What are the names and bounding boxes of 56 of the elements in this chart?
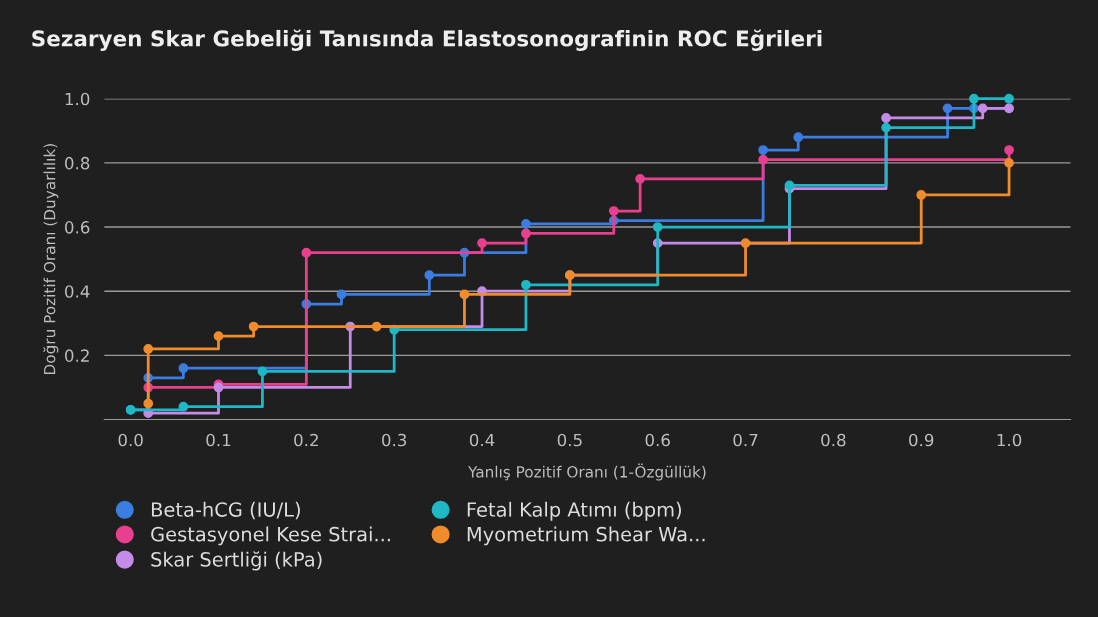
point	[1004, 158, 1014, 168]
x-tick-label: 0.6	[645, 433, 670, 447]
point	[740, 238, 751, 248]
point	[213, 331, 224, 342]
point	[652, 222, 663, 232]
point	[248, 321, 259, 332]
legend-label: Skar Sertliği (kPa)	[151, 551, 322, 571]
x-tick-label: 0.3	[382, 433, 407, 447]
point	[881, 122, 891, 133]
point	[969, 93, 979, 104]
point	[916, 190, 927, 200]
legend-label: Myometrium Shear Wa...	[467, 526, 705, 546]
y-tick-label: 0.6	[65, 221, 90, 234]
chart-title: Sezaryen Skar Gebeliği Tanısında Elastosonografinin ROC Eğrileri	[32, 29, 822, 51]
point	[521, 279, 531, 290]
x-tick-label: 0.0	[118, 433, 143, 447]
y-tick-label: 0.2	[65, 349, 89, 362]
legend-label: Gestasyonel Kese Strai...	[151, 526, 390, 546]
x-tick-label: 0.2	[294, 433, 318, 447]
point	[1004, 93, 1014, 104]
point	[336, 289, 347, 300]
y-tick-label: 0.4	[65, 285, 90, 298]
x-axis-title: Yanlış Pozitif Oranı (1-Özgüllük)	[468, 463, 706, 481]
point	[793, 132, 804, 143]
y-tick-label: 1.0	[65, 92, 90, 106]
point	[371, 321, 382, 332]
x-tick-label: 0.7	[733, 433, 758, 447]
point	[521, 218, 531, 229]
x-tick-label: 0.4	[469, 433, 495, 447]
point	[608, 206, 619, 216]
point	[1004, 145, 1014, 155]
point	[942, 103, 953, 114]
point	[977, 103, 988, 114]
point	[424, 270, 435, 281]
point	[881, 113, 891, 123]
point	[178, 363, 189, 374]
point	[477, 238, 487, 248]
y-axis-title: Doğru Pozitif Oranı (Duyarlılık)	[43, 144, 59, 374]
x-tick-label: 0.1	[206, 433, 231, 447]
legend-label: Beta-hCG (IU/L)	[151, 501, 300, 520]
legend-label: Fetal Kalp Atımı (bpm)	[467, 501, 681, 521]
point	[521, 228, 531, 239]
x-tick-label: 0.5	[557, 433, 582, 447]
x-tick-label: 0.9	[909, 433, 934, 447]
point	[758, 145, 768, 155]
point	[301, 247, 312, 258]
point	[635, 174, 645, 184]
point	[178, 401, 189, 412]
x-tick-label: 1.0	[997, 433, 1022, 447]
x-tick-label: 0.8	[821, 433, 846, 447]
y-tick-label: 0.8	[65, 156, 90, 170]
point	[143, 398, 154, 409]
point	[257, 366, 268, 377]
point	[459, 289, 470, 300]
point	[143, 344, 154, 354]
point	[758, 154, 768, 165]
